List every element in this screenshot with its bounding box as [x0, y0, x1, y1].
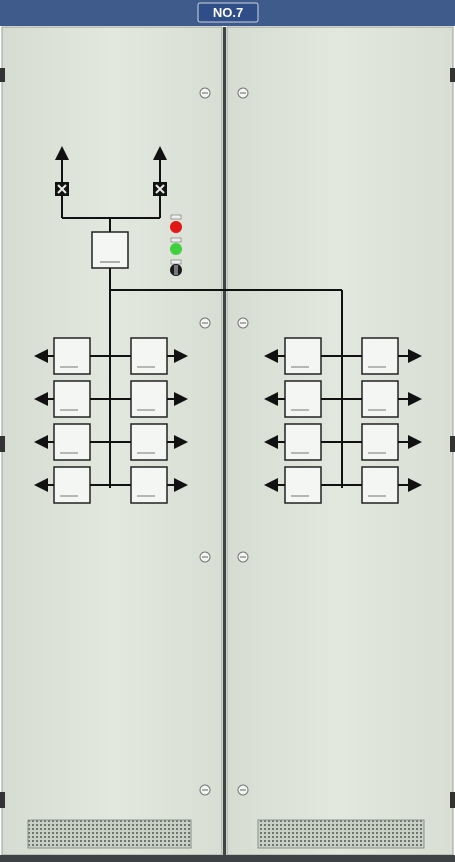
door-lock[interactable] — [199, 87, 211, 99]
hinge — [450, 68, 455, 82]
feeder-meter-right — [361, 380, 399, 418]
hinge — [450, 436, 455, 452]
feeder-meter-left — [130, 466, 168, 504]
red-lamp[interactable] — [170, 214, 182, 233]
hinge — [0, 436, 5, 452]
feeder-meter-right — [361, 423, 399, 461]
label-plate — [197, 2, 259, 23]
hinge — [0, 792, 5, 808]
vent-grille-right — [257, 819, 425, 849]
feeder-meter-left — [130, 380, 168, 418]
door-lock[interactable] — [199, 784, 211, 796]
feeder-meter-right — [361, 337, 399, 375]
green-lamp[interactable] — [170, 237, 182, 255]
feeder-meter-left — [130, 337, 168, 375]
feeder-meter-left — [53, 466, 91, 504]
door-lock[interactable] — [199, 551, 211, 563]
door-lock[interactable] — [237, 317, 249, 329]
base-plinth — [0, 855, 455, 862]
disconnect-switch-right — [153, 182, 167, 196]
feeder-meter-left — [53, 337, 91, 375]
door-lock[interactable] — [199, 317, 211, 329]
feeder-meter-right — [361, 466, 399, 504]
feeder-meter-left — [53, 380, 91, 418]
cabinet-number-label: NO.7 — [213, 5, 243, 20]
main-meter — [91, 231, 129, 269]
hinge — [450, 792, 455, 808]
feeder-meter-left — [130, 423, 168, 461]
selector-switch[interactable] — [170, 259, 182, 276]
door-lock[interactable] — [237, 784, 249, 796]
feeder-meter-left — [53, 423, 91, 461]
feeder-meter-right — [284, 380, 322, 418]
hinge — [0, 68, 5, 82]
disconnect-switch-left — [55, 182, 69, 196]
door-lock[interactable] — [237, 87, 249, 99]
feeder-meter-right — [284, 423, 322, 461]
vent-grille-left — [27, 819, 192, 849]
mimic-diagram — [55, 146, 343, 488]
door-lock[interactable] — [237, 551, 249, 563]
feeder-meter-right — [284, 337, 322, 375]
feeder-meter-right — [284, 466, 322, 504]
